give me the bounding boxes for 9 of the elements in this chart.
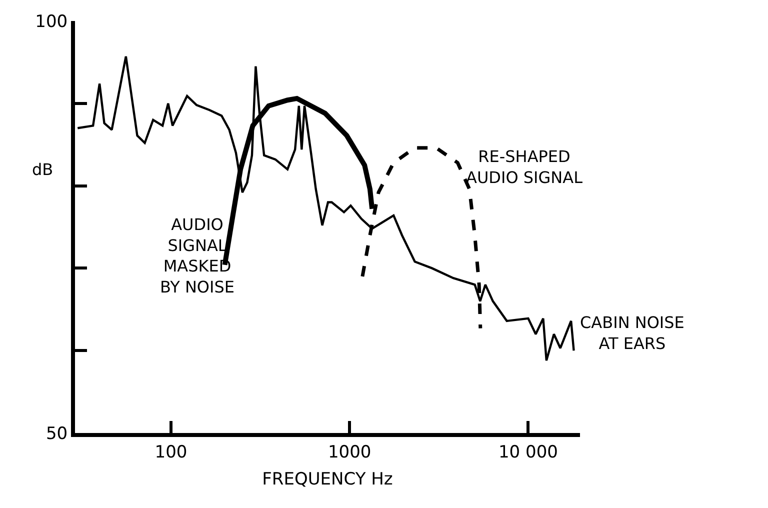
y-tick-label: 50 [46, 424, 68, 444]
x-tick-label: 100 [154, 442, 188, 462]
series-label: RE-SHAPED AUDIO SIGNAL [466, 147, 583, 187]
series-label: CABIN NOISE AT EARS [580, 313, 684, 353]
y-axis-title: dB [32, 160, 54, 179]
x-tick-label: 1000 [328, 442, 372, 462]
x-axis-title: FREQUENCY Hz [262, 469, 393, 490]
series-label: AUDIO SIGNAL MASKED BY NOISE [160, 215, 235, 296]
x-tick-label: 10 000 [498, 442, 558, 462]
